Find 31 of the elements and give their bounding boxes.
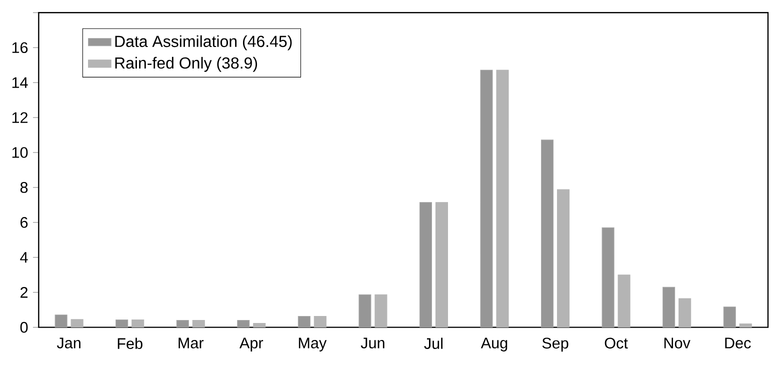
x-tick-label: Jan xyxy=(56,338,80,348)
y-tick-label: 8 xyxy=(20,182,28,193)
y-tick-label: 4 xyxy=(20,252,28,263)
y-tick-label: 14 xyxy=(12,77,28,88)
legend-label: Rain-fed Only (38.9) xyxy=(115,56,258,72)
x-tick-label: Dec xyxy=(725,338,751,348)
y-tick-label: 16 xyxy=(12,42,28,54)
x-tick-label: Jul xyxy=(424,338,442,349)
x-tick-label: Aug xyxy=(480,338,508,352)
bar xyxy=(419,202,432,328)
x-tick-label: May xyxy=(298,338,327,352)
legend-label: Data Assimilation (46.45) xyxy=(115,35,292,50)
y-tick-label: 6 xyxy=(20,217,28,228)
x-tick-label: Jun xyxy=(360,338,384,348)
bar xyxy=(358,294,372,328)
y-tick-label: 12 xyxy=(12,112,28,123)
x-tick-label: Nov xyxy=(664,338,690,348)
bar xyxy=(298,316,310,328)
bar xyxy=(662,286,676,328)
bar xyxy=(480,70,493,328)
x-tick-label: Mar xyxy=(178,338,204,348)
x-tick-label: Sep xyxy=(542,338,568,352)
bar xyxy=(723,306,736,328)
y-tick-label: 2 xyxy=(20,287,28,298)
x-tick-label: Feb xyxy=(118,338,142,349)
y-tick-label: 0 xyxy=(20,322,28,333)
bar xyxy=(602,227,614,328)
x-tick-label: Oct xyxy=(604,338,628,349)
x-tick-label: Apr xyxy=(239,338,264,352)
y-tick-label: 10 xyxy=(12,147,28,158)
bar xyxy=(541,140,554,328)
